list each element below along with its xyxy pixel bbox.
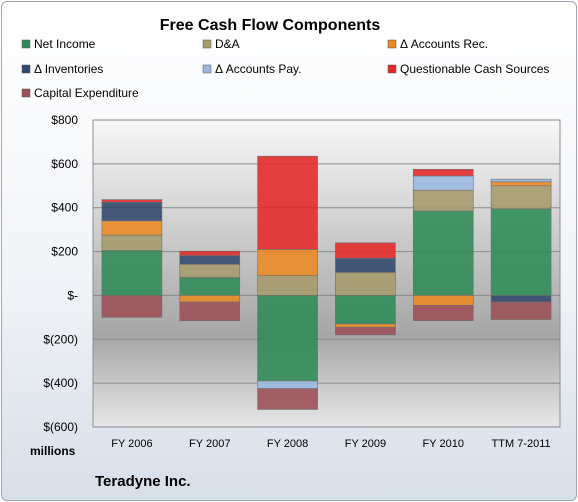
x-tick-label: FY 2008 <box>267 438 308 450</box>
legend-swatch-questionable-cash-sources <box>387 64 397 74</box>
bar-accounts-rec-fy-2009 <box>335 323 396 328</box>
bar-net-income-fy-2008 <box>257 295 318 382</box>
bar-capital-expenditure-ttm-7-2011 <box>490 301 552 320</box>
bar-net-income-fy-2010 <box>412 210 474 296</box>
bar-questionable-cash-sources-fy-2009 <box>335 242 396 259</box>
x-tick-label: FY 2010 <box>423 438 464 450</box>
gridlines <box>93 119 560 428</box>
bar-accounts-pay-fy-2008 <box>257 380 318 389</box>
bar-capital-expenditure-fy-2010 <box>412 304 474 321</box>
bar-accounts-rec-fy-2010 <box>412 295 474 306</box>
legend-label-inventories: Δ Inventories <box>34 62 103 76</box>
bar-accounts-rec-fy-2006 <box>101 220 163 236</box>
company-name: Teradyne Inc. <box>95 473 191 490</box>
bar-capital-expenditure-fy-2008 <box>257 388 318 410</box>
bar-accounts-pay-fy-2010 <box>412 175 474 191</box>
bar-d-a-ttm-7-2011 <box>490 185 552 210</box>
bar-d-a-fy-2006 <box>101 234 163 251</box>
x-tick-label: FY 2007 <box>189 438 230 450</box>
legend-label-accounts-rec: Δ Accounts Rec. <box>400 37 488 51</box>
y-tick-label: $600 <box>51 157 78 171</box>
x-tick-label: TTM 7-2011 <box>492 438 551 450</box>
bar-inventories-fy-2006 <box>101 201 163 222</box>
legend-label-questionable-cash-sources: Questionable Cash Sources <box>400 62 549 76</box>
y-tick-label: $(600) <box>43 420 78 434</box>
y-tick-label: $400 <box>51 201 78 215</box>
bar-inventories-fy-2007 <box>179 255 241 265</box>
chart-title: Free Cash Flow Components <box>160 17 381 34</box>
x-axis: FY 2006 FY 2007 FY 2008 FY 2009 FY 2010 TTM 7… <box>111 438 550 450</box>
bar-d-a-fy-2008 <box>257 275 318 296</box>
bar-d-a-fy-2009 <box>335 272 396 296</box>
legend-swatch-accounts-pay <box>202 64 212 74</box>
bar-accounts-rec-fy-2007 <box>179 295 241 303</box>
legend-swatch-inventories <box>21 64 31 74</box>
bar-net-income-fy-2007 <box>179 277 241 296</box>
y-axis: $(600) $(400) $(200) $- $200 $400 $600 $800 <box>43 113 78 434</box>
y-tick-label: $200 <box>51 245 78 259</box>
bar-accounts-rec-ttm-7-2011 <box>490 181 552 187</box>
plot-area <box>92 119 561 428</box>
unit-label: millions <box>30 444 76 458</box>
bar-inventories-fy-2009 <box>335 257 396 273</box>
bar-accounts-pay-ttm-7-2011 <box>490 178 552 183</box>
y-tick-label: $(400) <box>43 376 78 390</box>
x-tick-label: FY 2006 <box>111 438 152 450</box>
bar-inventories-ttm-7-2011 <box>490 295 552 303</box>
bars <box>101 155 552 410</box>
y-tick-label: $800 <box>51 113 78 127</box>
legend-label-capital-expenditure: Capital Expenditure <box>34 86 139 100</box>
bar-net-income-fy-2006 <box>101 250 163 296</box>
bar-accounts-rec-fy-2008 <box>257 249 318 276</box>
bar-capital-expenditure-fy-2006 <box>101 295 163 318</box>
legend-swatch-accounts-rec <box>387 39 397 49</box>
legend: Net Income D&A Δ Accounts Rec. Δ Inventorie… <box>21 37 549 100</box>
legend-swatch-capital-expenditure <box>21 88 31 98</box>
legend-swatch-d-a <box>202 39 212 49</box>
bar-capital-expenditure-fy-2009 <box>335 326 396 336</box>
bar-net-income-fy-2009 <box>335 295 396 325</box>
legend-label-accounts-pay: Δ Accounts Pay. <box>215 62 302 76</box>
bar-questionable-cash-sources-fy-2007 <box>179 250 241 256</box>
legend-swatch-net-income <box>21 39 31 49</box>
bar-questionable-cash-sources-fy-2010 <box>412 169 474 177</box>
legend-label-net-income: Net Income <box>34 37 96 51</box>
bar-questionable-cash-sources-fy-2008 <box>257 155 318 250</box>
legend-label-d-a: D&A <box>215 37 240 51</box>
y-tick-label: $- <box>67 288 78 302</box>
y-tick-label: $(200) <box>43 332 78 346</box>
bar-d-a-fy-2010 <box>412 189 474 212</box>
x-tick-label: FY 2009 <box>345 438 386 450</box>
bar-net-income-ttm-7-2011 <box>490 208 552 296</box>
bar-capital-expenditure-fy-2007 <box>179 301 241 321</box>
bar-d-a-fy-2007 <box>179 263 241 278</box>
bar-questionable-cash-sources-fy-2006 <box>101 199 163 203</box>
